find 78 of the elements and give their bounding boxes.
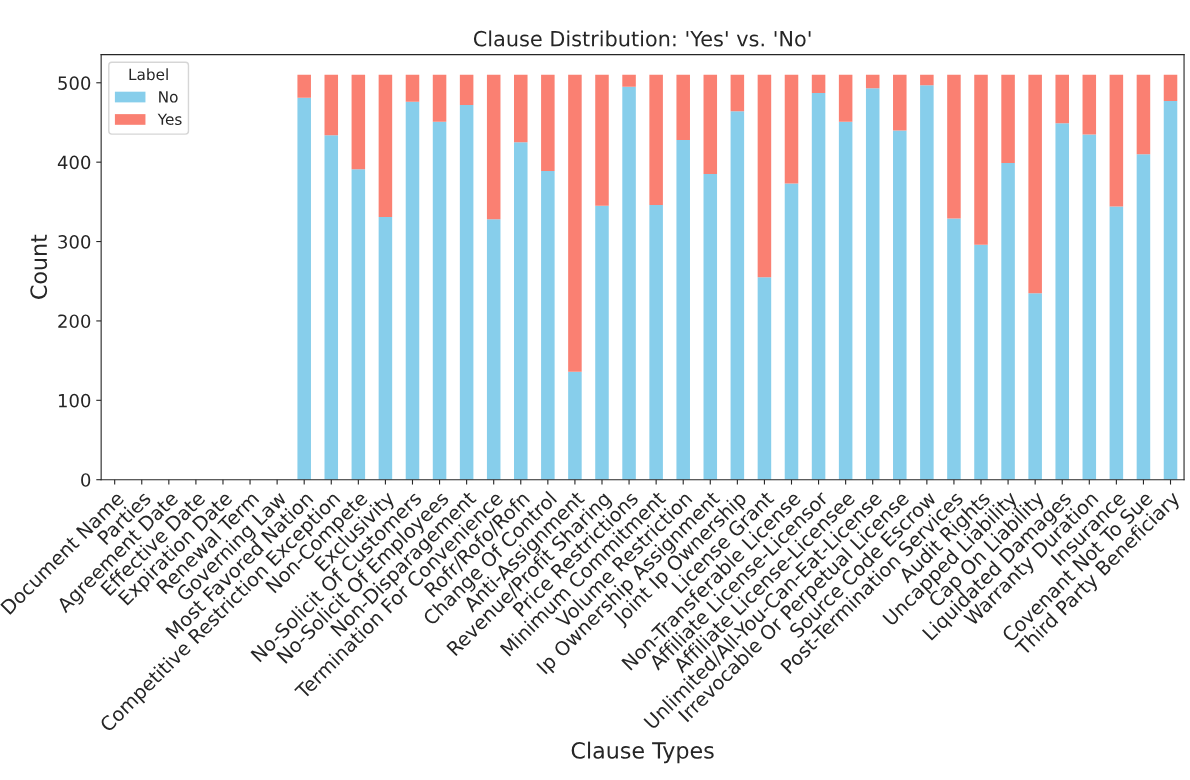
- bar: [432, 74, 447, 122]
- bar: [1082, 74, 1097, 135]
- bar: [1163, 101, 1178, 480]
- bar: [405, 101, 420, 480]
- chart-title: Clause Distribution: 'Yes' vs. 'No': [473, 30, 811, 47]
- bar: [1028, 74, 1042, 294]
- bar: [324, 135, 339, 480]
- bar: [920, 74, 934, 86]
- bar: [1136, 74, 1151, 155]
- bar: [1082, 134, 1097, 480]
- bar: [1109, 74, 1124, 207]
- bar: [730, 74, 745, 112]
- y-tick-label: 500: [58, 76, 91, 90]
- y-tick-label: 200: [58, 314, 91, 329]
- bar: [541, 74, 555, 171]
- bar: [893, 130, 907, 480]
- bar: [974, 74, 988, 245]
- bar: [784, 74, 799, 184]
- bar: [622, 74, 636, 87]
- y-tick-label: 100: [58, 393, 91, 408]
- bar: [703, 74, 718, 175]
- bar: [920, 85, 934, 480]
- bar: [1163, 74, 1178, 102]
- bar: [893, 74, 907, 131]
- bar: [1028, 293, 1042, 480]
- legend-title: Label: [129, 68, 168, 81]
- bar: [459, 74, 474, 106]
- bar: [811, 74, 826, 94]
- bar: [974, 244, 988, 480]
- bar: [703, 174, 718, 480]
- bar: [514, 142, 528, 480]
- bar: [811, 93, 826, 480]
- bar: [1001, 162, 1015, 480]
- bar: [568, 74, 582, 372]
- bar: [459, 105, 474, 480]
- bar: [784, 183, 799, 480]
- y-tick-label: 300: [58, 235, 91, 249]
- bar: [947, 74, 961, 219]
- bar: [947, 218, 961, 480]
- bar: [378, 216, 393, 480]
- bar: [1001, 74, 1015, 163]
- bar: [757, 277, 772, 480]
- bar: [514, 74, 528, 143]
- bar: [757, 74, 772, 278]
- bar: [595, 74, 609, 206]
- bar: [1055, 74, 1069, 124]
- bar: [1055, 123, 1069, 480]
- x-axis-title: Clause Types: [571, 741, 714, 764]
- legend-label: Yes: [157, 113, 182, 126]
- bar: [378, 74, 393, 217]
- bar: [838, 74, 853, 122]
- bar: [865, 88, 880, 480]
- bar: [324, 74, 339, 136]
- legend-label: No: [159, 91, 178, 103]
- bar: [595, 205, 609, 480]
- bar: [649, 74, 663, 206]
- bar: [432, 121, 447, 480]
- bar: [1136, 154, 1151, 480]
- bar: [622, 86, 636, 480]
- bar: [351, 74, 366, 170]
- bar: [486, 219, 501, 480]
- y-axis-title: Count: [30, 234, 48, 299]
- bar: [568, 371, 582, 480]
- bar: [541, 170, 555, 480]
- y-tick-label: 400: [57, 155, 91, 170]
- bar: [676, 139, 690, 480]
- bar: [1109, 206, 1124, 480]
- bar: [405, 74, 420, 102]
- bar: [865, 74, 880, 89]
- bar: [297, 97, 311, 480]
- bar: [649, 205, 663, 480]
- bar: [486, 74, 501, 220]
- y-tick-label: 0: [81, 473, 91, 487]
- bar: [838, 121, 853, 480]
- bar: [297, 74, 311, 98]
- bar: [351, 169, 366, 480]
- bar: [730, 111, 745, 480]
- bar: [676, 74, 690, 140]
